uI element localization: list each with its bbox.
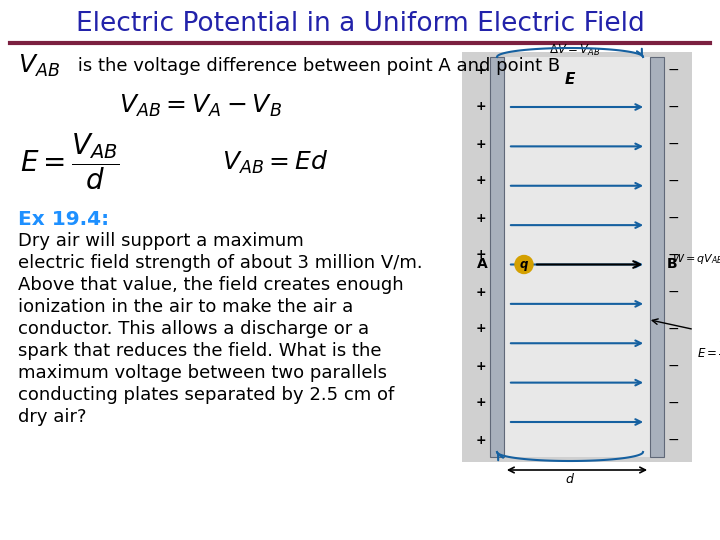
Text: +: +: [476, 174, 486, 187]
Text: maximum voltage between two parallels: maximum voltage between two parallels: [18, 364, 387, 382]
Text: q: q: [520, 258, 528, 271]
Text: is the voltage difference between point A and point B: is the voltage difference between point …: [72, 57, 560, 75]
Text: −: −: [667, 433, 679, 447]
Text: $V_{AB} = V_A - V_B$: $V_{AB} = V_A - V_B$: [119, 93, 282, 119]
Text: ionization in the air to make the air a: ionization in the air to make the air a: [18, 298, 354, 316]
Bar: [650, 57, 664, 457]
Text: −: −: [667, 174, 679, 188]
Text: −: −: [667, 63, 679, 77]
Text: E: E: [564, 72, 575, 87]
Text: −: −: [667, 285, 679, 299]
Text: B: B: [667, 258, 678, 272]
Text: +: +: [476, 64, 486, 77]
Text: $E = \dfrac{V_{AB}}{d}$: $E = \dfrac{V_{AB}}{d}$: [697, 340, 720, 368]
Text: +: +: [476, 322, 486, 335]
Text: electric field strength of about 3 million V/m.: electric field strength of about 3 milli…: [18, 254, 423, 272]
Text: Dry air will support a maximum: Dry air will support a maximum: [18, 232, 304, 250]
Text: $E = \dfrac{V_{AB}}{d}$: $E = \dfrac{V_{AB}}{d}$: [20, 132, 120, 192]
Text: +: +: [476, 360, 486, 373]
Text: −: −: [667, 248, 679, 262]
Text: −: −: [667, 359, 679, 373]
Text: +: +: [476, 434, 486, 447]
Text: −: −: [667, 211, 679, 225]
Text: +: +: [476, 212, 486, 225]
Text: $W = qV_{AB}$: $W = qV_{AB}$: [672, 253, 720, 267]
Circle shape: [515, 255, 533, 273]
Bar: [462, 52, 692, 462]
Text: −: −: [667, 137, 679, 151]
Text: −: −: [667, 100, 679, 114]
Text: A: A: [477, 258, 488, 272]
Bar: [504, 57, 650, 457]
Text: Ex 19.4:: Ex 19.4:: [18, 210, 109, 229]
Text: +: +: [476, 248, 486, 261]
Text: +: +: [476, 138, 486, 151]
Text: $V_{AB}$: $V_{AB}$: [18, 53, 60, 79]
Text: Electric Potential in a Uniform Electric Field: Electric Potential in a Uniform Electric…: [76, 11, 644, 37]
Text: $V_{AB} = Ed$: $V_{AB} = Ed$: [222, 148, 328, 176]
Bar: [490, 57, 504, 457]
Text: Above that value, the field creates enough: Above that value, the field creates enou…: [18, 276, 404, 294]
Text: conductor. This allows a discharge or a: conductor. This allows a discharge or a: [18, 320, 369, 338]
Text: conducting plates separated by 2.5 cm of: conducting plates separated by 2.5 cm of: [18, 386, 395, 404]
Text: +: +: [476, 100, 486, 113]
Text: −: −: [667, 322, 679, 336]
Text: +: +: [476, 286, 486, 299]
Text: −: −: [667, 396, 679, 410]
Text: spark that reduces the field. What is the: spark that reduces the field. What is th…: [18, 342, 382, 360]
Text: $\Delta V = V_{AB}$: $\Delta V = V_{AB}$: [549, 43, 600, 58]
Text: +: +: [476, 396, 486, 409]
Text: dry air?: dry air?: [18, 408, 86, 426]
Text: $d$: $d$: [565, 472, 575, 486]
